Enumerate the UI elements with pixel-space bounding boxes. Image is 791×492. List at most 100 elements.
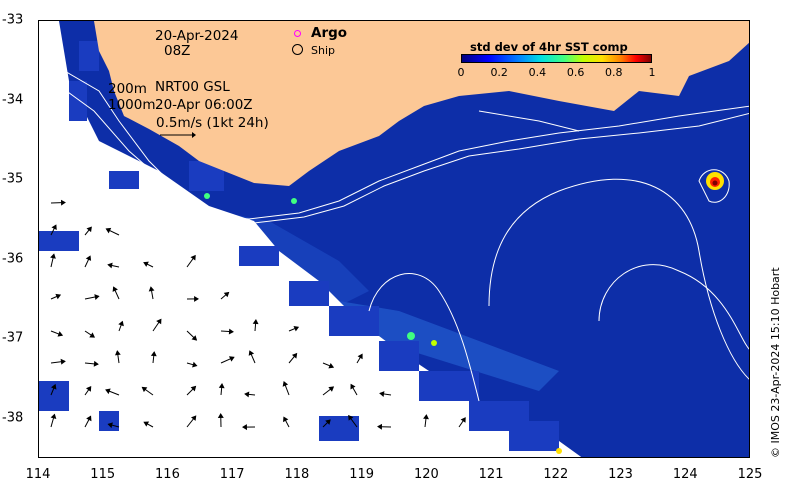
current-arrowhead — [379, 391, 385, 397]
y-tick-label: -33 — [2, 12, 24, 28]
data-fringe — [39, 21, 559, 451]
current-arrowhead — [377, 423, 383, 430]
current-arrowhead — [85, 386, 92, 392]
isobath-contours — [39, 55, 749, 402]
colorbar-tick-label: 0.6 — [566, 66, 585, 79]
current-arrowhead — [194, 296, 199, 302]
current-arrowhead — [141, 386, 148, 393]
current-arrowhead — [282, 380, 289, 387]
colorbar-title: std dev of 4hr SST comp — [470, 40, 628, 54]
date-label: 20-Apr-2024 — [155, 28, 239, 44]
colorbar-tick-label: 0.8 — [605, 66, 623, 79]
current-arrowhead — [252, 319, 259, 325]
current-arrows — [50, 199, 466, 431]
colorbar-tick-label: 0.2 — [490, 66, 508, 79]
x-tick-label: 115 — [90, 467, 116, 482]
colorbar — [461, 54, 652, 63]
current-arrowhead — [55, 293, 62, 300]
current-arrowhead — [350, 383, 356, 390]
current-arrowhead — [244, 391, 250, 398]
hour-label: 08Z — [164, 43, 191, 59]
x-tick-label: 117 — [219, 467, 245, 482]
current-arrowhead — [50, 253, 56, 259]
current-arrowhead — [60, 358, 66, 365]
current-arrowhead — [118, 320, 124, 327]
y-tick-label: -35 — [2, 171, 24, 187]
scale-arrow-label: 0.5m/s (1kt 24h) — [156, 115, 269, 131]
current-arrowhead — [86, 415, 92, 422]
current-arrowhead — [348, 414, 354, 421]
current-arrowhead — [325, 419, 331, 425]
current-arrowhead — [89, 332, 95, 338]
current-arrowhead — [51, 383, 57, 390]
current-arrowhead — [228, 328, 234, 335]
current-arrowhead — [460, 417, 466, 423]
current-arrowhead — [192, 361, 198, 368]
current-arrowhead — [156, 318, 162, 325]
current-arrowhead — [85, 255, 92, 261]
x-tick-label: 123 — [608, 467, 633, 482]
current-arrowhead — [242, 424, 248, 431]
scale-arrow-icon — [160, 132, 196, 138]
isobath-deep-label: 1000m — [108, 97, 156, 113]
x-tick-label: 120 — [413, 467, 439, 482]
current-arrowhead — [105, 227, 112, 234]
current-arrowhead — [223, 291, 230, 298]
current-arrowhead — [112, 286, 118, 292]
y-tick-label: -37 — [2, 330, 24, 346]
x-tick-label: 124 — [672, 467, 698, 482]
sst-band — [329, 301, 559, 391]
current-arrowhead — [248, 350, 255, 356]
current-arrowhead — [150, 351, 157, 357]
current-arrowhead — [148, 286, 155, 292]
isobath-shallow-label: 200m — [108, 81, 147, 97]
ship-marker-icon — [292, 44, 303, 55]
current-arrowhead — [291, 352, 298, 359]
current-arrowhead — [228, 356, 235, 362]
current-arrowhead — [357, 353, 363, 360]
current-arrowhead — [115, 350, 121, 356]
x-tick-label: 116 — [155, 467, 180, 482]
current-arrowhead — [218, 383, 225, 389]
current-arrowhead — [143, 421, 150, 427]
y-tick-label: -38 — [2, 410, 24, 425]
current-time-label: 20-Apr 06:00Z — [155, 97, 253, 113]
hot-spots — [204, 172, 724, 454]
x-tick-label: 118 — [284, 467, 310, 482]
argo-marker-icon — [294, 30, 301, 37]
current-arrowhead — [423, 414, 429, 420]
current-arrowhead — [107, 262, 113, 269]
colorbar-tick-label: 0.4 — [528, 66, 547, 79]
x-tick-label: 114 — [25, 467, 51, 482]
current-arrowhead — [93, 360, 99, 367]
argo-label: Argo — [311, 25, 348, 41]
x-tick-label: 121 — [478, 467, 504, 482]
current-arrowhead — [191, 335, 198, 341]
map-panel[interactable] — [38, 20, 750, 458]
current-arrowhead — [293, 325, 300, 332]
current-arrowhead — [51, 224, 57, 231]
credit-text: © IMOS 23-Apr-2024 15:10 Hobart — [769, 267, 782, 458]
current-arrowhead — [328, 386, 335, 392]
current-arrowhead — [143, 261, 149, 267]
current-arrowhead — [328, 363, 335, 369]
x-tick-label: 119 — [349, 467, 375, 482]
current-arrowhead — [190, 254, 196, 261]
current-arrowhead — [86, 226, 92, 233]
current-arrowhead — [60, 199, 66, 206]
colorbar-tick-label: 1 — [648, 66, 656, 79]
colorbar-tick-label: 0 — [457, 66, 465, 79]
current-arrowhead — [107, 422, 113, 429]
x-tick-label: 125 — [737, 467, 763, 482]
current-source-label: NRT00 GSL — [155, 79, 230, 95]
current-arrowhead — [190, 415, 197, 421]
current-arrowhead — [50, 413, 57, 420]
no-data-region — [39, 21, 582, 457]
current-arrowhead — [94, 294, 100, 300]
current-arrowhead — [57, 331, 64, 337]
sst-map — [39, 21, 749, 457]
y-tick-label: -34 — [2, 92, 24, 107]
y-tick-label: -36 — [2, 251, 24, 266]
ship-label: Ship — [311, 44, 335, 57]
current-arrowhead — [190, 385, 197, 392]
